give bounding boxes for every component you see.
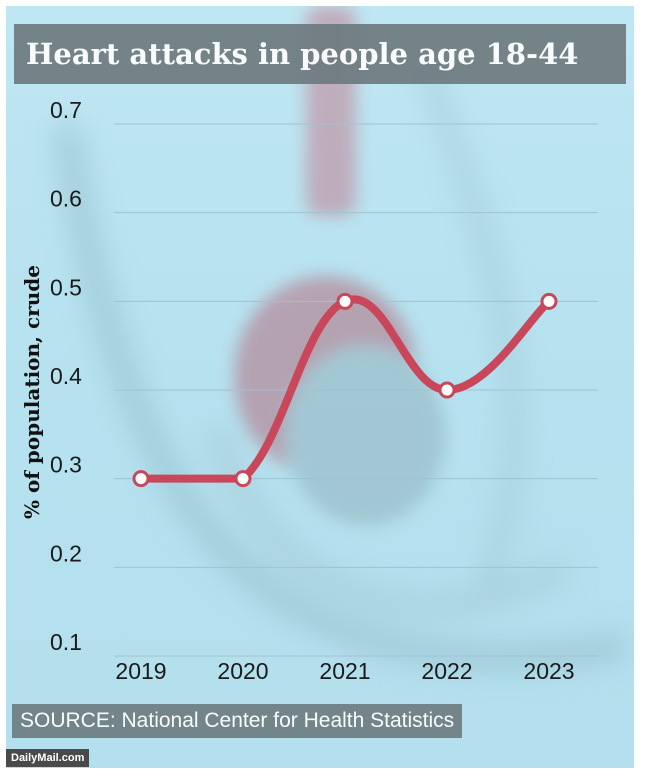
x-tick-label: 2020	[217, 658, 268, 684]
series-line-group	[137, 295, 553, 483]
source-box: SOURCE: National Center for Health Stati…	[12, 704, 463, 738]
source-note: SOURCE: National Center for Health Stati…	[20, 709, 455, 732]
chart-title: Heart attacks in people age 18-44	[26, 37, 579, 71]
x-tick-label: 2019	[115, 658, 166, 684]
y-tick-label: 0.6	[50, 186, 82, 212]
title-bar: Heart attacks in people age 18-44	[14, 24, 626, 84]
series-line	[137, 295, 553, 483]
gridlines	[114, 123, 598, 657]
line-chart: 0.10.20.30.40.50.60.7 2019 2020 2021 2022 20…	[20, 97, 598, 684]
chart-frame: 0.1 0.2 0.3 0.4 0.5 0.6 0.7 2019 2020 2021 2022 20…	[6, 6, 634, 768]
data-point	[132, 470, 150, 488]
stethoscope-background-image	[53, 6, 629, 671]
x-axis-ticks: 2019 2020 2021 2022 2023	[115, 658, 574, 684]
data-point	[336, 292, 354, 310]
x-tick-label: 2021	[319, 658, 370, 684]
y-tick-label: 0.1	[50, 629, 82, 655]
data-point	[438, 381, 456, 399]
data-point	[540, 292, 558, 310]
y-tick-label: 0.7	[50, 97, 82, 123]
brand-logo: DailyMail.com	[6, 749, 90, 767]
x-tick-label: 2023	[523, 658, 574, 684]
y-tick-label: 0.4	[50, 363, 82, 389]
y-tick-label: 0.3	[50, 452, 82, 478]
x-tick-label: 2022	[421, 658, 472, 684]
y-tick-label: 0.5	[50, 274, 82, 300]
y-axis-label: % of population, crude	[20, 265, 44, 519]
data-markers	[132, 292, 558, 488]
y-axis-ticks: 0.1 0.2 0.3 0.4 0.5 0.6 0.7	[50, 97, 82, 655]
data-point	[234, 470, 252, 488]
y-tick-label: 0.2	[50, 540, 82, 566]
